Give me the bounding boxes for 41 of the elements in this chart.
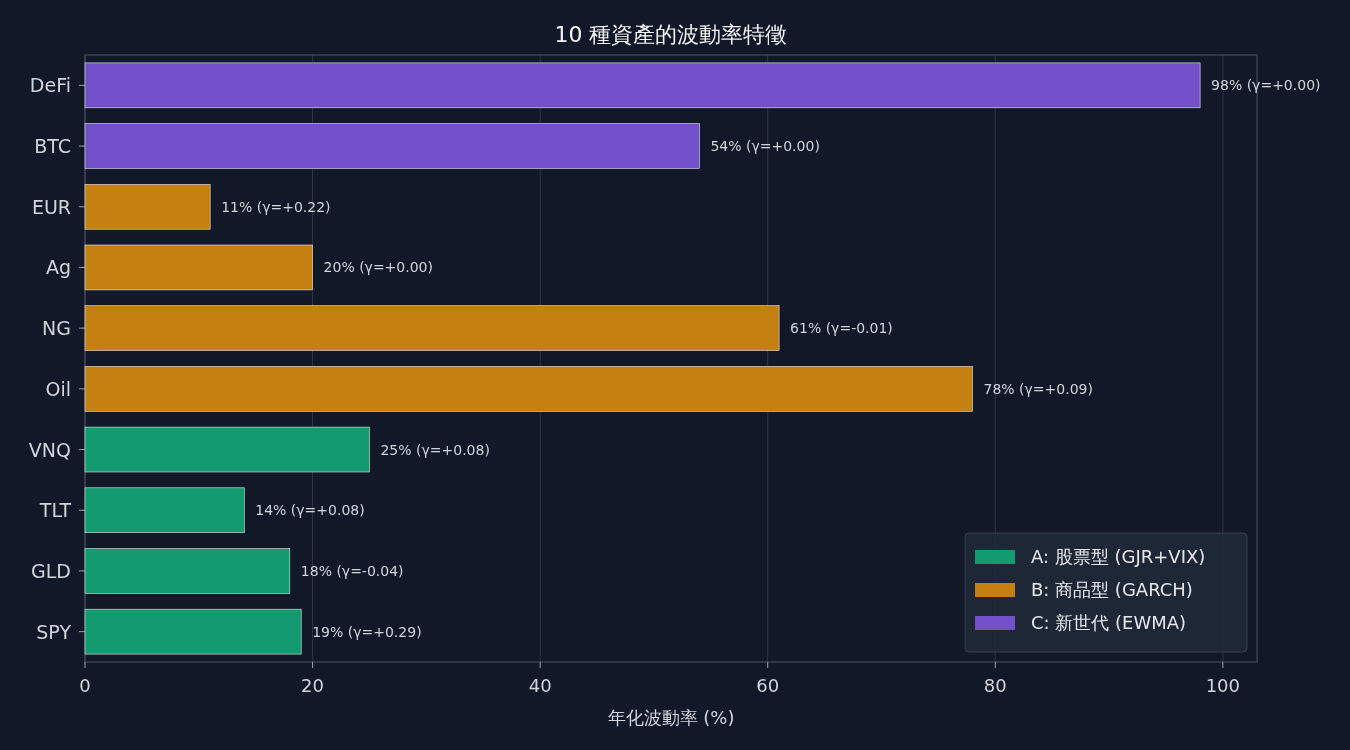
- bar: [84, 244, 313, 291]
- y-tick-label: EUR: [31, 195, 71, 218]
- data-label: 20% (γ=+0.00): [323, 259, 433, 276]
- y-tick-label: GLD: [31, 559, 71, 582]
- bar: [84, 608, 302, 655]
- data-label: 11% (γ=+0.22): [221, 198, 331, 215]
- x-tick-label: 0: [79, 675, 91, 696]
- data-label: 18% (γ=-0.04): [300, 562, 404, 579]
- data-label: 61% (γ=-0.01): [790, 320, 893, 337]
- bar: [84, 305, 780, 351]
- x-tick-label: 20: [301, 675, 325, 696]
- data-label: 19% (γ=+0.29): [312, 623, 422, 640]
- data-label: 14% (γ=+0.08): [255, 502, 365, 519]
- legend-label: A: 股票型 (GJR+VIX): [1031, 546, 1206, 567]
- x-axis-title: 年化波動率 (%): [607, 707, 735, 728]
- x-tick-label: 80: [983, 675, 1007, 696]
- chart-title: 10 種資產的波動率特徵: [554, 22, 788, 47]
- data-label: 78% (γ=+0.09): [983, 380, 1093, 397]
- x-tick-label: 100: [1205, 675, 1241, 696]
- legend-label: B: 商品型 (GARCH): [1031, 579, 1193, 600]
- y-tick-label: NG: [42, 317, 71, 340]
- bar: [84, 548, 291, 594]
- data-label: 54% (γ=+0.00): [710, 138, 820, 155]
- bar: [84, 426, 370, 473]
- bar: [84, 123, 700, 169]
- y-tick-label: Oil: [45, 377, 71, 400]
- y-tick-label: TLT: [38, 499, 72, 522]
- bar: [84, 366, 973, 412]
- legend-label: C: 新世代 (EWMA): [1031, 612, 1187, 633]
- y-tick-label: SPY: [36, 620, 72, 643]
- data-label: 25% (γ=+0.08): [380, 441, 490, 458]
- bar: [84, 62, 1201, 109]
- y-tick-label: VNQ: [28, 438, 71, 461]
- bar: [84, 183, 211, 230]
- bar: [84, 487, 245, 534]
- data-label: 98% (γ=+0.00): [1211, 77, 1321, 94]
- x-tick-label: 60: [756, 675, 780, 696]
- x-tick-label: 40: [528, 675, 552, 696]
- y-tick-label: DeFi: [29, 74, 71, 97]
- y-tick-label: BTC: [34, 135, 71, 158]
- y-tick-label: Ag: [45, 256, 71, 279]
